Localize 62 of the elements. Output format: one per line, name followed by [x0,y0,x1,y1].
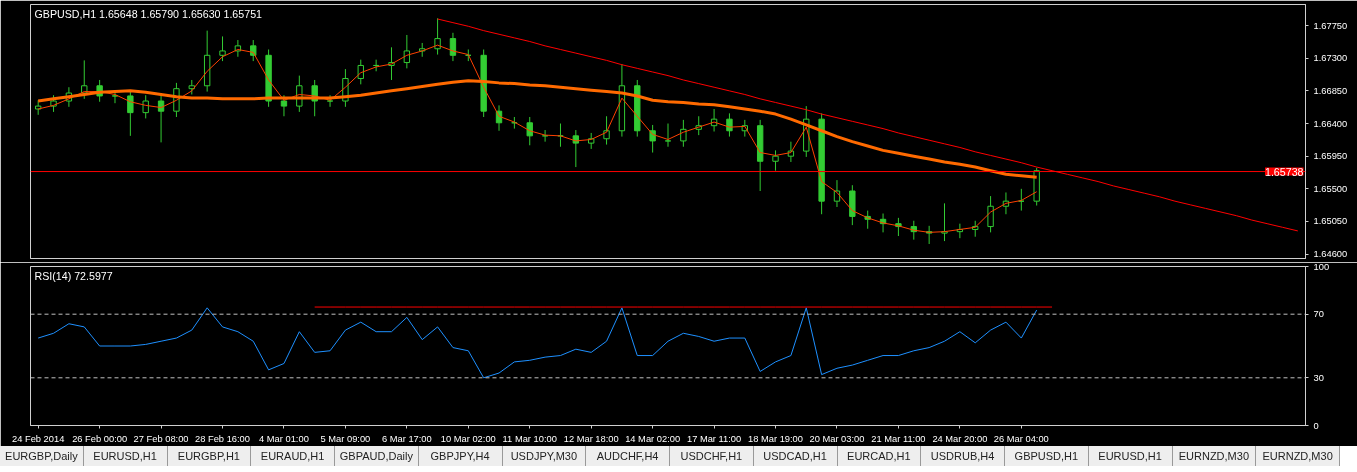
text: USDCHF,H1 [670,446,754,466]
candlestick [357,59,364,85]
y-tick-label: 1.66850 [1313,85,1348,96]
text: GBPJPY,H4 [418,446,503,466]
y-tick-label: 70 [1313,309,1324,320]
candlestick [603,115,610,146]
text: EURNZD,M30 [1256,446,1340,466]
x-tick-label: 10 Mar 02:00 [440,433,496,444]
text: GBPUSD,H1 [1005,446,1089,466]
candlestick [219,35,226,62]
candlestick [142,94,149,119]
candlestick [81,59,88,100]
line-series [37,307,1038,379]
x-tick-label: 26 Feb 00:00 [72,433,128,444]
text: EURGBP,H1 [167,446,252,466]
y-tick-label: 0 [1313,420,1319,431]
x-tick-label: 24 Mar 20:00 [932,433,988,444]
y-tick-label: 1.65050 [1313,216,1348,227]
text: USDRUB,H4 [921,446,1005,466]
candlestick [157,94,165,143]
x-tick-label: 14 Mar 02:00 [625,433,681,444]
text: USDJPY,M30 [502,446,587,466]
x-tick-label: 24 Feb 2014 [11,433,65,444]
text: GBPAUD,Daily [335,446,419,466]
x-tick-label: 27 Feb 08:00 [133,433,189,444]
text: EURCAD,H1 [837,446,922,466]
text: EURGBP,Daily [0,446,84,466]
text: AUDCHF,H4 [586,446,670,466]
candlestick [987,195,994,233]
candlestick [664,123,672,148]
y-tick-label: 100 [1313,261,1330,272]
text: EURNZD,M30 [1172,446,1257,466]
x-tick-label: 5 Mar 09:00 [320,433,371,444]
text: EURAUD,H1 [251,446,335,466]
x-tick-label: 12 Mar 18:00 [563,433,619,444]
text: EURUSD,H1 [83,446,168,466]
y-tick-label: 1.64600 [1313,249,1348,260]
x-tick-label: 18 Mar 19:00 [748,433,804,444]
y-tick-label: 1.67750 [1313,20,1348,31]
x-tick-label: 20 Mar 03:00 [809,433,865,444]
ref-line-label: 1.65738 [1264,165,1304,178]
x-tick-label: 26 Mar 04:00 [993,433,1049,444]
chart-title: GBPUSD,H1 1.65648 1.65790 1.65630 1.65751 [34,7,263,20]
x-tick-label: 17 Mar 11:00 [686,433,742,444]
x-tick-label: 11 Mar 10:00 [502,433,557,444]
x-tick-label: 28 Feb 16:00 [195,433,251,444]
x-tick-label: 6 Mar 17:00 [381,433,432,444]
candlestick [526,116,533,146]
candlestick [772,149,779,172]
candlestick [680,119,687,148]
y-tick-label: 1.65950 [1313,151,1348,162]
text: EURUSD,H1 [1088,446,1173,466]
text: USDCAD,H1 [753,446,838,466]
candlestick [127,89,134,137]
x-tick-label: 21 Mar 11:00 [871,433,926,444]
candlestick [434,17,441,56]
x-tick-label: 4 Mar 01:00 [259,433,309,444]
y-tick-label: 1.66400 [1313,118,1348,129]
y-tick-label: 1.65500 [1313,183,1348,194]
y-tick-label: 1.67300 [1313,53,1348,64]
y-tick-label: 30 [1313,372,1324,383]
chart-title: RSI(14) 72.5977 [34,269,113,282]
